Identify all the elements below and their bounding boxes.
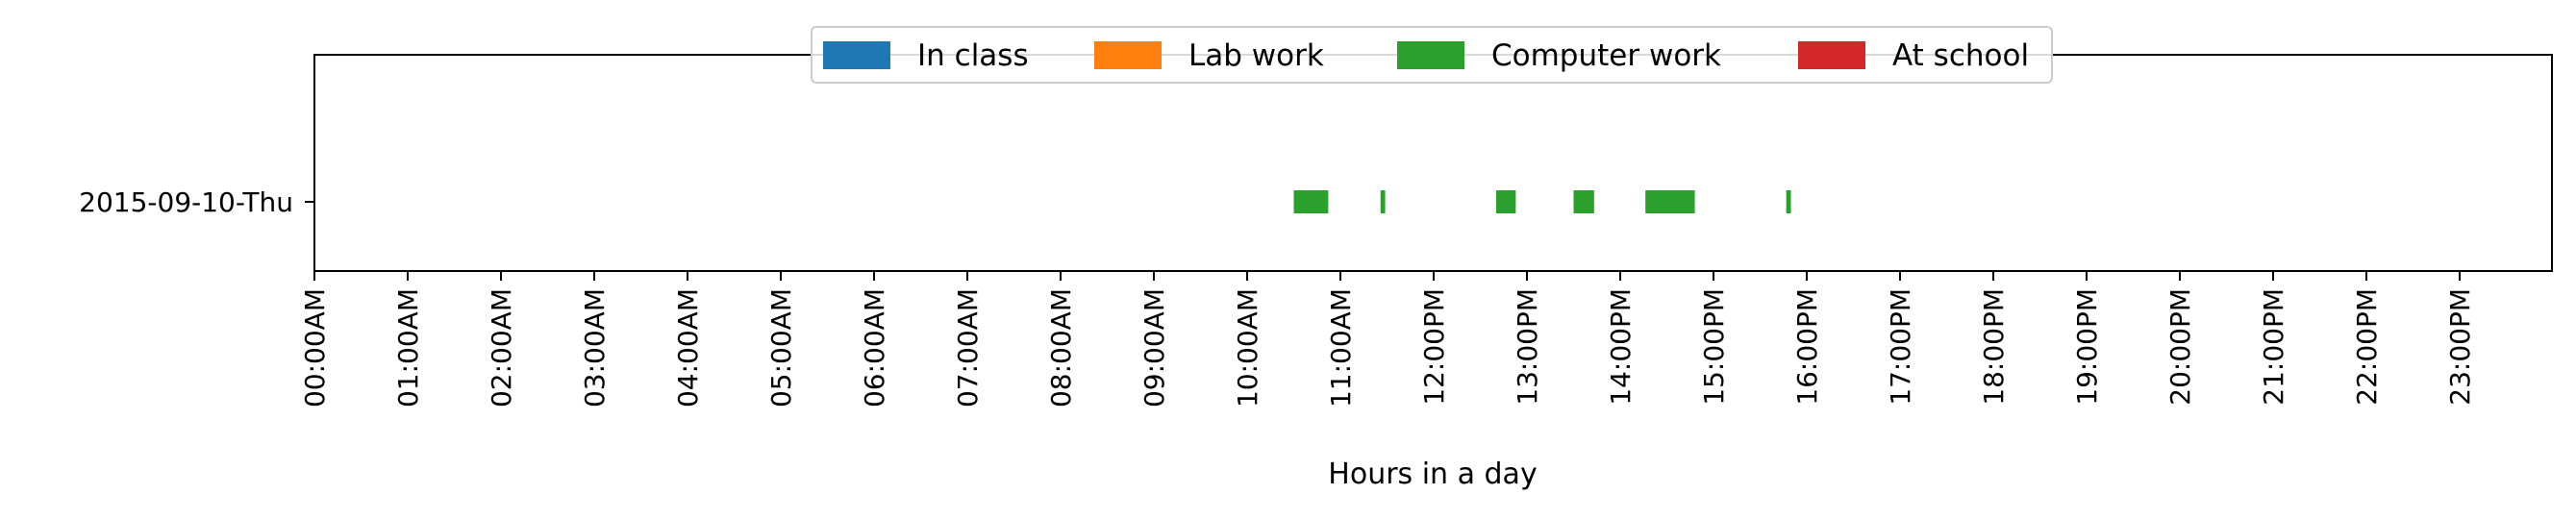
x-tick-label: 22:00PM — [2351, 288, 2383, 406]
x-tick-label: 02:00AM — [486, 288, 517, 408]
y-tick-label: 2015-09-10-Thu — [79, 186, 293, 218]
legend: In class Lab work Computer work At school — [811, 26, 2053, 84]
x-tick-label: 00:00AM — [299, 288, 331, 408]
x-tick-label: 21:00PM — [2258, 288, 2289, 406]
y-axis: 2015-09-10-Thu — [79, 186, 314, 218]
x-tick-label: 07:00AM — [952, 288, 984, 408]
x-tick-label: 16:00PM — [1791, 288, 1823, 406]
x-tick-label: 17:00PM — [1885, 288, 1916, 406]
x-tick-label: 14:00PM — [1605, 288, 1637, 406]
x-tick-label: 13:00PM — [1512, 288, 1543, 406]
x-tick-label: 05:00AM — [765, 288, 797, 408]
x-tick-label: 03:00AM — [579, 288, 611, 408]
x-tick-label: 12:00PM — [1418, 288, 1450, 406]
segments-layer — [1293, 190, 1791, 213]
legend-swatch — [823, 41, 890, 69]
segment-computer-work — [1786, 190, 1791, 213]
x-tick-label: 09:00AM — [1138, 288, 1170, 408]
segment-computer-work — [1573, 190, 1594, 213]
x-tick-label: 18:00PM — [1978, 288, 2010, 406]
plot-frame — [313, 54, 2553, 272]
x-tick-label: 04:00AM — [672, 288, 704, 408]
legend-swatch — [1397, 41, 1464, 69]
segment-computer-work — [1645, 190, 1695, 213]
x-axis: 00:00AM 01:00AM 02:00AM 03:00AM 04:00AM 05:00… — [299, 271, 2476, 408]
x-tick-label: 19:00PM — [2071, 288, 2103, 406]
x-tick-label: 11:00AM — [1325, 288, 1357, 408]
segment-computer-work — [1495, 190, 1516, 213]
x-tick-label: 10:00AM — [1232, 288, 1263, 408]
legend-label: Computer work — [1491, 38, 1721, 73]
x-tick-label: 15:00PM — [1698, 288, 1730, 406]
legend-swatch — [1798, 41, 1865, 69]
legend-label: Lab work — [1188, 38, 1324, 73]
x-tick-label: 20:00PM — [2164, 288, 2196, 406]
x-tick-label: 08:00AM — [1045, 288, 1077, 408]
legend-label: In class — [917, 38, 1029, 73]
segment-computer-work — [1380, 190, 1386, 213]
x-tick-label: 01:00AM — [392, 288, 424, 408]
x-axis-title: Hours in a day — [1328, 457, 1537, 491]
legend-swatch — [1094, 41, 1162, 69]
segment-computer-work — [1293, 190, 1329, 213]
x-tick-label: 23:00PM — [2444, 288, 2476, 406]
legend-label: At school — [1892, 38, 2029, 73]
x-tick-label: 06:00AM — [859, 288, 890, 408]
